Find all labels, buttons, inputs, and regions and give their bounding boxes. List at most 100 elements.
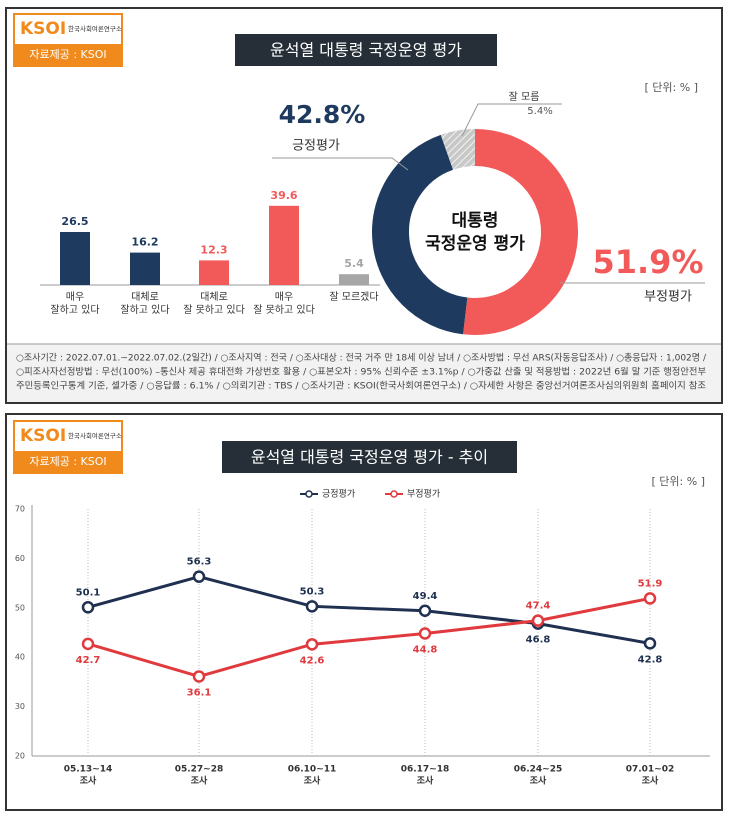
point-value-label: 50.3 (300, 586, 325, 597)
point (192, 570, 206, 583)
point (643, 637, 657, 650)
legend-marker (305, 490, 313, 498)
title-box (222, 441, 517, 473)
point-value-label: 44.8 (413, 644, 438, 655)
donut-center-text: 대통령 (452, 210, 499, 231)
x-tick-label: 조사 (304, 775, 321, 787)
point (418, 604, 432, 618)
point-value-label: 46.8 (526, 635, 551, 646)
logo: KSOI (20, 19, 66, 39)
category-label: 대체로 (131, 291, 159, 303)
pie-category-label: 잘 모름 (509, 91, 540, 103)
y-tick-label: 20 (15, 752, 25, 761)
category-label: 잘 못하고 있다 (183, 303, 245, 316)
donut-segment (440, 129, 476, 170)
unit: [ 단위: % ] (645, 81, 698, 94)
pie-value-label: 51.9% (592, 243, 703, 281)
point (305, 638, 319, 651)
point-value-label: 47.4 (526, 601, 551, 612)
x-tick-label: 07.01~02 (626, 765, 675, 775)
x-tick-label: 05.13~14 (64, 765, 113, 775)
category-label: 잘 못하고 있다 (253, 303, 315, 316)
donut-center-text: 국정운영 평가 (425, 234, 525, 254)
y-tick-label: 60 (15, 554, 25, 563)
logo-sub: 한국사회여론연구소 (68, 431, 122, 440)
logo: KSOI (20, 426, 66, 446)
footnote-line: 주민등록인구통계 기준, 셀가중 / ○응답률 : 6.1% / ○의뢰기관 :… (16, 380, 706, 392)
point (305, 600, 319, 613)
pie-value-label: 42.8% (279, 100, 366, 129)
y-tick-label: 70 (15, 505, 25, 514)
legend-label: 부정평가 (407, 489, 440, 500)
bar (199, 260, 229, 285)
category-label: 잘하고 있다 (120, 303, 169, 316)
donut-segment (372, 134, 468, 335)
logo-band (14, 451, 122, 473)
bar-value-label: 26.5 (61, 215, 88, 228)
point (418, 627, 432, 640)
series-line (87, 596, 651, 679)
point-value-label: 50.1 (76, 587, 101, 598)
category-label: 대체로 (200, 291, 228, 303)
x-tick-label: 조사 (80, 775, 97, 787)
point-value-label: 42.7 (76, 655, 101, 666)
bar (130, 252, 160, 285)
bar (269, 205, 299, 285)
logo-sub: 한국사회여론연구소 (68, 24, 122, 33)
bottom-panel-frame (5, 413, 723, 811)
y-tick-label: 50 (15, 603, 25, 612)
legend-marker (390, 490, 398, 498)
point-value-label: 42.6 (300, 655, 325, 666)
point (531, 614, 545, 627)
x-tick-label: 06.10~11 (288, 765, 337, 775)
bar (60, 232, 90, 285)
title-box (235, 34, 497, 66)
y-tick-label: 30 (15, 702, 25, 711)
point (192, 670, 206, 683)
footnote-box (7, 344, 721, 402)
title: 윤석열 대통령 국정운영 평가 - 추이 (251, 448, 488, 467)
category-label: 매우 (66, 291, 84, 303)
title: 윤석열 대통령 국정운영 평가 (270, 41, 462, 60)
bar-value-label: 5.4 (344, 257, 364, 270)
point-value-label: 51.9 (638, 578, 663, 589)
bar-value-label: 12.3 (200, 243, 227, 256)
point-value-label: 42.8 (638, 654, 663, 665)
footnote-line: ○조사기간 : 2022.07.01.~2022.07.02.(2일간) / ○… (16, 352, 707, 364)
point (81, 601, 95, 614)
pie-value-label: 5.4% (527, 106, 552, 117)
footnote-line: ○피조사자선정방법 : 무선(100%) –통신사 제공 휴대전화 가상번호 활… (16, 366, 706, 378)
category-label: 잘하고 있다 (50, 303, 99, 316)
bar-value-label: 39.6 (270, 189, 297, 202)
point (643, 592, 657, 605)
category-label: 매우 (275, 291, 293, 303)
donut-segment (463, 129, 578, 335)
point-value-label: 36.1 (187, 687, 212, 698)
point (81, 637, 95, 651)
x-tick-label: 06.24~25 (514, 765, 563, 775)
point-value-label: 49.4 (413, 591, 438, 602)
pie-category-label: 부정평가 (644, 290, 692, 305)
x-tick-label: 조사 (191, 775, 208, 787)
leader-line (272, 157, 409, 171)
x-tick-label: 05.27~28 (175, 765, 224, 775)
x-tick-label: 조사 (417, 775, 434, 787)
x-tick-label: 06.17~18 (401, 765, 450, 775)
logo-band (14, 44, 122, 66)
y-tick-label: 40 (15, 653, 25, 662)
source: 자료제공 : KSOI (29, 48, 106, 61)
source: 자료제공 : KSOI (29, 455, 106, 468)
x-tick-label: 조사 (642, 775, 659, 787)
bar (339, 274, 369, 285)
unit: [ 단위: % ] (652, 475, 705, 488)
top-panel-frame (5, 7, 723, 404)
x-tick-label: 조사 (530, 775, 547, 787)
legend-label: 긍정평가 (322, 489, 355, 500)
category-label: 잘 모르겠다 (329, 291, 378, 303)
series-line (87, 575, 651, 645)
leader-line (461, 103, 562, 137)
bar-value-label: 16.2 (131, 236, 158, 249)
pie-category-label: 긍정평가 (292, 139, 340, 154)
